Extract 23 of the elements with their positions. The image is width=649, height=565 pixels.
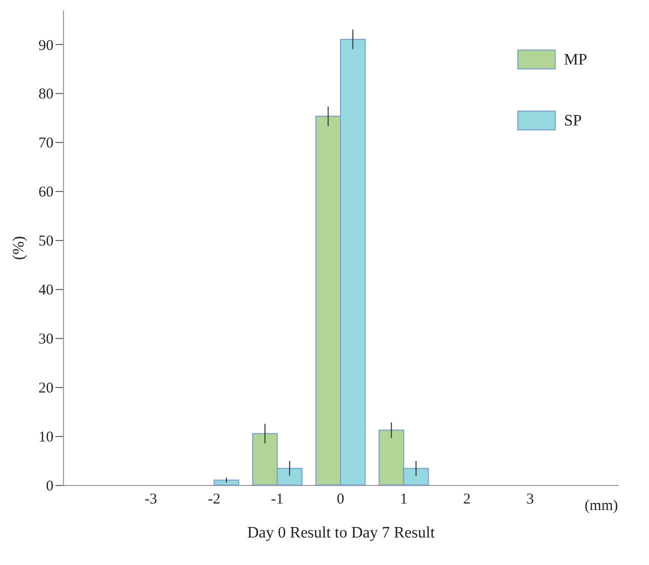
- x-tick-label: 2: [463, 492, 471, 508]
- legend-label: MP: [564, 52, 588, 68]
- y-tick-label: 60: [38, 184, 54, 201]
- x-tick-label: 3: [526, 492, 534, 508]
- x-tick-label: -1: [271, 492, 284, 508]
- x-tick-label: -3: [144, 492, 158, 508]
- legend-label: SP: [564, 112, 582, 130]
- y-tick-label: 0: [46, 478, 54, 494]
- x-tick-label: -2: [208, 492, 220, 508]
- x-tick-label: 1: [400, 492, 408, 508]
- y-tick-label: 70: [38, 136, 54, 152]
- bar: [214, 480, 240, 486]
- y-tick-label: 50: [38, 234, 54, 250]
- y-tick-label: 40: [38, 282, 54, 299]
- x-tick-label: 0: [336, 492, 344, 508]
- y-tick-label: 30: [38, 332, 54, 348]
- text: (mm): [584, 498, 618, 514]
- y-tick-label: 10: [38, 430, 54, 446]
- y-tick-label: 20: [38, 380, 54, 397]
- y-axis-title: (%): [10, 236, 28, 260]
- y-tick-label: 90: [38, 38, 54, 54]
- x-axis-title: Day 0 Result to Day 7 Result: [247, 524, 436, 542]
- y-tick-label: 80: [38, 86, 54, 103]
